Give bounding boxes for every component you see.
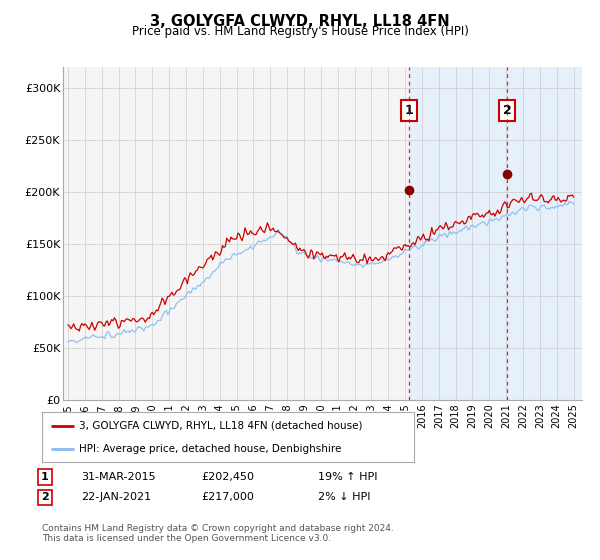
Text: £217,000: £217,000 bbox=[201, 492, 254, 502]
Text: 19% ↑ HPI: 19% ↑ HPI bbox=[318, 472, 377, 482]
Text: 2: 2 bbox=[503, 104, 511, 117]
Text: 2: 2 bbox=[41, 492, 49, 502]
Text: 1: 1 bbox=[41, 472, 49, 482]
Text: £202,450: £202,450 bbox=[201, 472, 254, 482]
Text: 31-MAR-2015: 31-MAR-2015 bbox=[81, 472, 155, 482]
Text: 3, GOLYGFA CLWYD, RHYL, LL18 4FN (detached house): 3, GOLYGFA CLWYD, RHYL, LL18 4FN (detach… bbox=[79, 421, 362, 431]
Text: 1: 1 bbox=[405, 104, 413, 117]
Text: Price paid vs. HM Land Registry's House Price Index (HPI): Price paid vs. HM Land Registry's House … bbox=[131, 25, 469, 38]
Text: 22-JAN-2021: 22-JAN-2021 bbox=[81, 492, 151, 502]
Text: HPI: Average price, detached house, Denbighshire: HPI: Average price, detached house, Denb… bbox=[79, 444, 341, 454]
Text: 3, GOLYGFA CLWYD, RHYL, LL18 4FN: 3, GOLYGFA CLWYD, RHYL, LL18 4FN bbox=[150, 14, 450, 29]
Bar bbox=[409, 67, 599, 400]
Text: 2% ↓ HPI: 2% ↓ HPI bbox=[318, 492, 371, 502]
Text: Contains HM Land Registry data © Crown copyright and database right 2024.
This d: Contains HM Land Registry data © Crown c… bbox=[42, 524, 394, 543]
